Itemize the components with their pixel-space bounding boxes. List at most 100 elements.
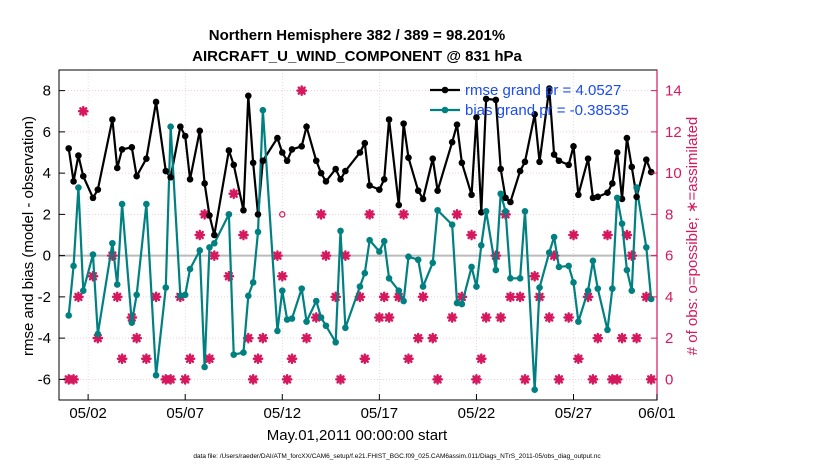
- rmse-point: [550, 151, 558, 158]
- bias-point: [618, 220, 626, 227]
- obs-assimilated-marker: [272, 250, 283, 262]
- bias-point: [186, 265, 194, 273]
- y-tick-label: 2: [43, 206, 51, 223]
- rmse-point: [482, 95, 490, 103]
- obs-assimilated-marker: [621, 229, 633, 241]
- obs-assimilated-marker: [335, 373, 346, 385]
- rmse-point: [633, 193, 640, 201]
- obs-assimilated-stroke: [341, 251, 350, 260]
- bias-point: [162, 284, 170, 291]
- obs-assimilated-stroke: [239, 230, 248, 240]
- bias-point: [152, 371, 160, 379]
- rmse-point: [376, 186, 383, 193]
- obs-assimilated-stroke: [79, 107, 88, 116]
- obs-assimilated-marker: [626, 250, 638, 262]
- rmse-point: [89, 194, 97, 202]
- rmse-point: [274, 134, 281, 142]
- rmse-point: [531, 111, 538, 118]
- obs-assimilated-marker: [383, 312, 395, 323]
- obs-assimilated-marker: [252, 353, 264, 365]
- bias-point: [604, 326, 611, 334]
- rmse-point: [507, 198, 514, 206]
- bias-point: [633, 184, 640, 191]
- rmse-point: [609, 180, 616, 187]
- rmse-point: [230, 161, 238, 169]
- obs-assimilated-stroke: [613, 375, 622, 384]
- obs-assimilated-marker: [116, 353, 128, 365]
- rmse-point: [545, 85, 553, 92]
- obs-assimilated-marker: [568, 229, 579, 241]
- rmse-point: [278, 149, 286, 156]
- rmse-point: [79, 172, 87, 180]
- obs-assimilated-marker: [359, 353, 371, 365]
- obs-assimilated-marker: [412, 332, 424, 344]
- rmse-point: [380, 176, 388, 183]
- y2-tick-label: 0: [665, 371, 673, 388]
- bias-point: [609, 285, 616, 292]
- obs-assimilated-marker: [111, 291, 123, 303]
- obs-assimilated-marker: [247, 373, 259, 385]
- bias-point: [113, 281, 121, 288]
- obs-assimilated-marker: [451, 208, 463, 220]
- obs-assimilated-marker: [553, 373, 565, 385]
- rmse-point: [361, 139, 369, 147]
- obs-assimilated-stroke: [151, 292, 161, 302]
- bias-point: [70, 262, 77, 270]
- legend-rmse-marker: [441, 86, 449, 94]
- y-tick-label: -6: [38, 371, 51, 388]
- obs-assimilated-marker: [480, 312, 492, 323]
- obs-assimilated-marker: [296, 85, 308, 97]
- y-tick-label: 8: [43, 83, 51, 100]
- obs-assimilated-marker: [150, 291, 162, 303]
- obs-assimilated-stroke: [117, 354, 127, 363]
- rmse-point: [628, 163, 636, 171]
- obs-assimilated-stroke: [399, 210, 408, 219]
- chart-subtitle: AIRCRAFT_U_WIND_COMPONENT @ 831 hPa: [192, 48, 522, 65]
- obs-assimilated-stroke: [302, 333, 311, 343]
- obs-assimilated-stroke: [545, 313, 554, 322]
- obs-assimilated-stroke: [481, 313, 491, 322]
- obs-assimilated-stroke: [632, 333, 641, 343]
- obs-assimilated-marker: [417, 291, 429, 303]
- legend-bias-label: bias grand pr = -0.38535: [465, 102, 629, 119]
- y-tick-label: -2: [38, 289, 51, 306]
- bias-point: [332, 338, 339, 346]
- bias-point: [623, 266, 631, 274]
- bias-point: [400, 297, 407, 305]
- obs-assimilated-marker: [194, 229, 206, 241]
- obs-assimilated-marker: [373, 312, 385, 323]
- rmse-point: [249, 159, 257, 167]
- bias-point: [133, 291, 140, 299]
- rmse-point: [521, 158, 529, 166]
- rmse-point: [201, 180, 208, 187]
- bias-point: [429, 259, 437, 267]
- obs-assimilated-marker: [276, 270, 288, 282]
- rmse-point: [94, 186, 102, 193]
- rmse-point: [332, 165, 339, 173]
- bias-point: [181, 291, 189, 299]
- obs-assimilated-stroke: [588, 375, 598, 384]
- y2-tick-label: 6: [665, 248, 673, 265]
- bias-point: [361, 269, 369, 277]
- obs-assimilated-stroke: [569, 230, 578, 240]
- bias-point: [380, 237, 388, 245]
- bias-point: [584, 287, 592, 294]
- obs-assimilated-stroke: [477, 354, 486, 363]
- bias-point: [230, 351, 238, 358]
- bias-point: [643, 244, 650, 251]
- obs-assimilated-marker: [301, 332, 312, 344]
- obs-assimilated-marker: [77, 105, 89, 117]
- obs-assimilated-stroke: [297, 86, 306, 95]
- rmse-point: [555, 157, 563, 165]
- obs-assimilated-marker: [165, 373, 177, 385]
- obs-assimilated-stroke: [355, 292, 365, 302]
- obs-assimilated-stroke: [200, 210, 209, 219]
- rmse-point: [322, 178, 330, 185]
- bias-point: [448, 221, 456, 228]
- x-tick-label: 06/01: [638, 405, 676, 422]
- bias-point: [516, 275, 524, 282]
- rmse-point: [356, 149, 364, 156]
- x-tick-label: 05/22: [458, 405, 496, 422]
- bias-point: [249, 279, 257, 286]
- obs-assimilated-stroke: [414, 333, 423, 343]
